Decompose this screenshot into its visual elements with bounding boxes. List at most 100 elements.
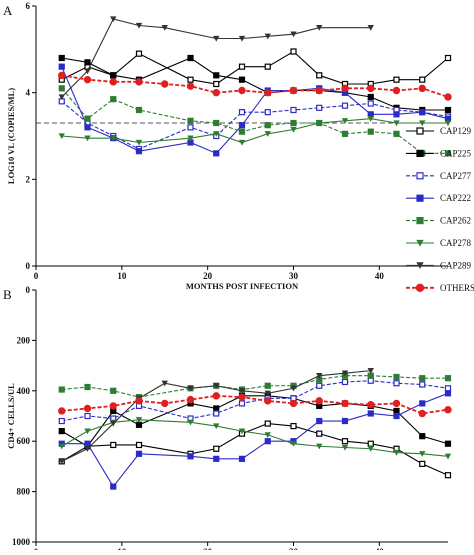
data-point-cap225 <box>444 106 452 114</box>
data-point-cap277 <box>58 417 65 425</box>
series-cap225 <box>58 54 452 114</box>
data-point-cap278 <box>84 135 91 142</box>
data-point-cap289 <box>341 370 349 377</box>
data-point-cap262 <box>213 119 220 127</box>
data-point-cap262 <box>444 375 452 382</box>
data-point-cap278 <box>110 135 117 142</box>
data-point-cap277 <box>213 410 220 417</box>
data-point-others <box>109 402 117 410</box>
series-others <box>58 392 452 418</box>
data-point-cap129 <box>341 438 349 445</box>
data-point-cap289 <box>367 367 374 374</box>
series-cap289 <box>58 16 374 101</box>
panel-b: B02004006008001000010203040MONTHS POST I… <box>3 285 452 555</box>
data-point-cap262 <box>110 96 117 103</box>
legend-item-cap278: CAP278 <box>406 238 472 248</box>
data-point-cap278 <box>135 417 143 423</box>
data-point-cap262 <box>290 119 297 127</box>
data-point-cap129 <box>264 63 271 70</box>
x-tick-label: 10 <box>117 271 127 281</box>
y-axis-title: CD4+ CELLS/UL <box>6 383 16 449</box>
data-point-cap225 <box>444 440 452 447</box>
data-point-others <box>212 392 220 400</box>
legend-marker-cap289 <box>416 262 424 269</box>
data-point-cap222 <box>187 453 194 460</box>
y-tick-label: 1000 <box>12 537 31 547</box>
data-point-cap278 <box>341 444 349 451</box>
data-point-cap262 <box>110 387 117 394</box>
data-point-cap278 <box>58 443 65 450</box>
legend-marker-cap277 <box>416 172 424 180</box>
series-cap129 <box>58 48 452 88</box>
data-point-cap278 <box>213 423 220 430</box>
data-point-cap129 <box>135 441 143 449</box>
data-point-cap262 <box>367 128 374 135</box>
data-point-others <box>264 397 272 405</box>
series-cap278 <box>58 116 452 146</box>
data-point-cap222 <box>213 150 220 157</box>
series-line-cap262 <box>61 87 448 154</box>
data-point-cap277 <box>367 377 374 384</box>
y-tick-label: 4 <box>26 88 31 98</box>
data-point-cap278 <box>444 120 452 127</box>
data-point-cap129 <box>444 54 452 62</box>
data-point-cap225 <box>213 72 220 79</box>
data-point-cap277 <box>264 109 271 116</box>
data-point-cap262 <box>393 373 400 381</box>
data-point-cap289 <box>367 25 374 31</box>
data-point-others <box>418 84 426 93</box>
data-point-cap278 <box>238 428 246 435</box>
data-point-others <box>186 395 195 404</box>
data-point-cap278 <box>393 449 400 456</box>
data-point-cap262 <box>135 106 143 114</box>
legend-item-cap289: CAP289 <box>406 260 472 270</box>
series-cap278 <box>58 417 452 460</box>
data-point-others <box>161 399 169 408</box>
data-point-cap129 <box>213 445 220 452</box>
y-tick-label: 200 <box>17 335 31 345</box>
data-point-cap262 <box>58 386 65 393</box>
data-point-cap262 <box>393 130 400 137</box>
data-point-others <box>109 78 117 86</box>
data-point-cap278 <box>341 118 349 124</box>
x-tick-label: 0 <box>34 271 39 281</box>
series-cap277 <box>58 98 452 153</box>
y-tick-label: 0 <box>26 285 31 295</box>
data-point-cap225 <box>419 433 426 440</box>
series-cap277 <box>58 377 452 425</box>
data-point-cap262 <box>419 375 426 382</box>
data-point-cap262 <box>264 122 271 129</box>
data-point-cap289 <box>110 420 117 427</box>
data-point-cap277 <box>419 381 426 388</box>
x-tick-label: 40 <box>375 271 385 281</box>
legend-marker-cap262 <box>416 217 424 225</box>
data-point-cap222 <box>419 109 426 116</box>
data-point-cap278 <box>393 120 400 127</box>
data-point-cap289 <box>213 35 220 42</box>
data-point-cap278 <box>316 443 323 450</box>
legend-item-others: OTHERS <box>406 283 474 293</box>
legend-label: CAP129 <box>440 126 472 136</box>
y-tick-label: 800 <box>17 487 31 497</box>
data-point-cap277 <box>393 380 400 387</box>
data-point-cap222 <box>84 440 91 447</box>
legend-marker-others <box>415 283 425 292</box>
legend-item-cap225: CAP225 <box>406 148 472 158</box>
legend-marker-cap222 <box>416 194 424 202</box>
series-line-cap129 <box>61 50 449 85</box>
data-point-cap289 <box>84 446 91 452</box>
data-point-cap225 <box>135 421 143 428</box>
data-point-cap278 <box>187 419 194 426</box>
data-point-cap262 <box>264 382 271 389</box>
data-point-cap278 <box>264 432 271 438</box>
data-point-others <box>238 86 246 95</box>
legend-item-cap262: CAP262 <box>406 216 471 226</box>
data-point-cap289 <box>238 388 246 394</box>
data-point-cap278 <box>290 441 297 447</box>
data-point-cap278 <box>187 135 194 142</box>
data-point-cap262 <box>341 130 349 137</box>
data-point-others <box>83 75 92 84</box>
data-point-others <box>212 88 220 97</box>
data-point-cap277 <box>84 412 91 420</box>
series-line-cap278 <box>61 419 449 457</box>
